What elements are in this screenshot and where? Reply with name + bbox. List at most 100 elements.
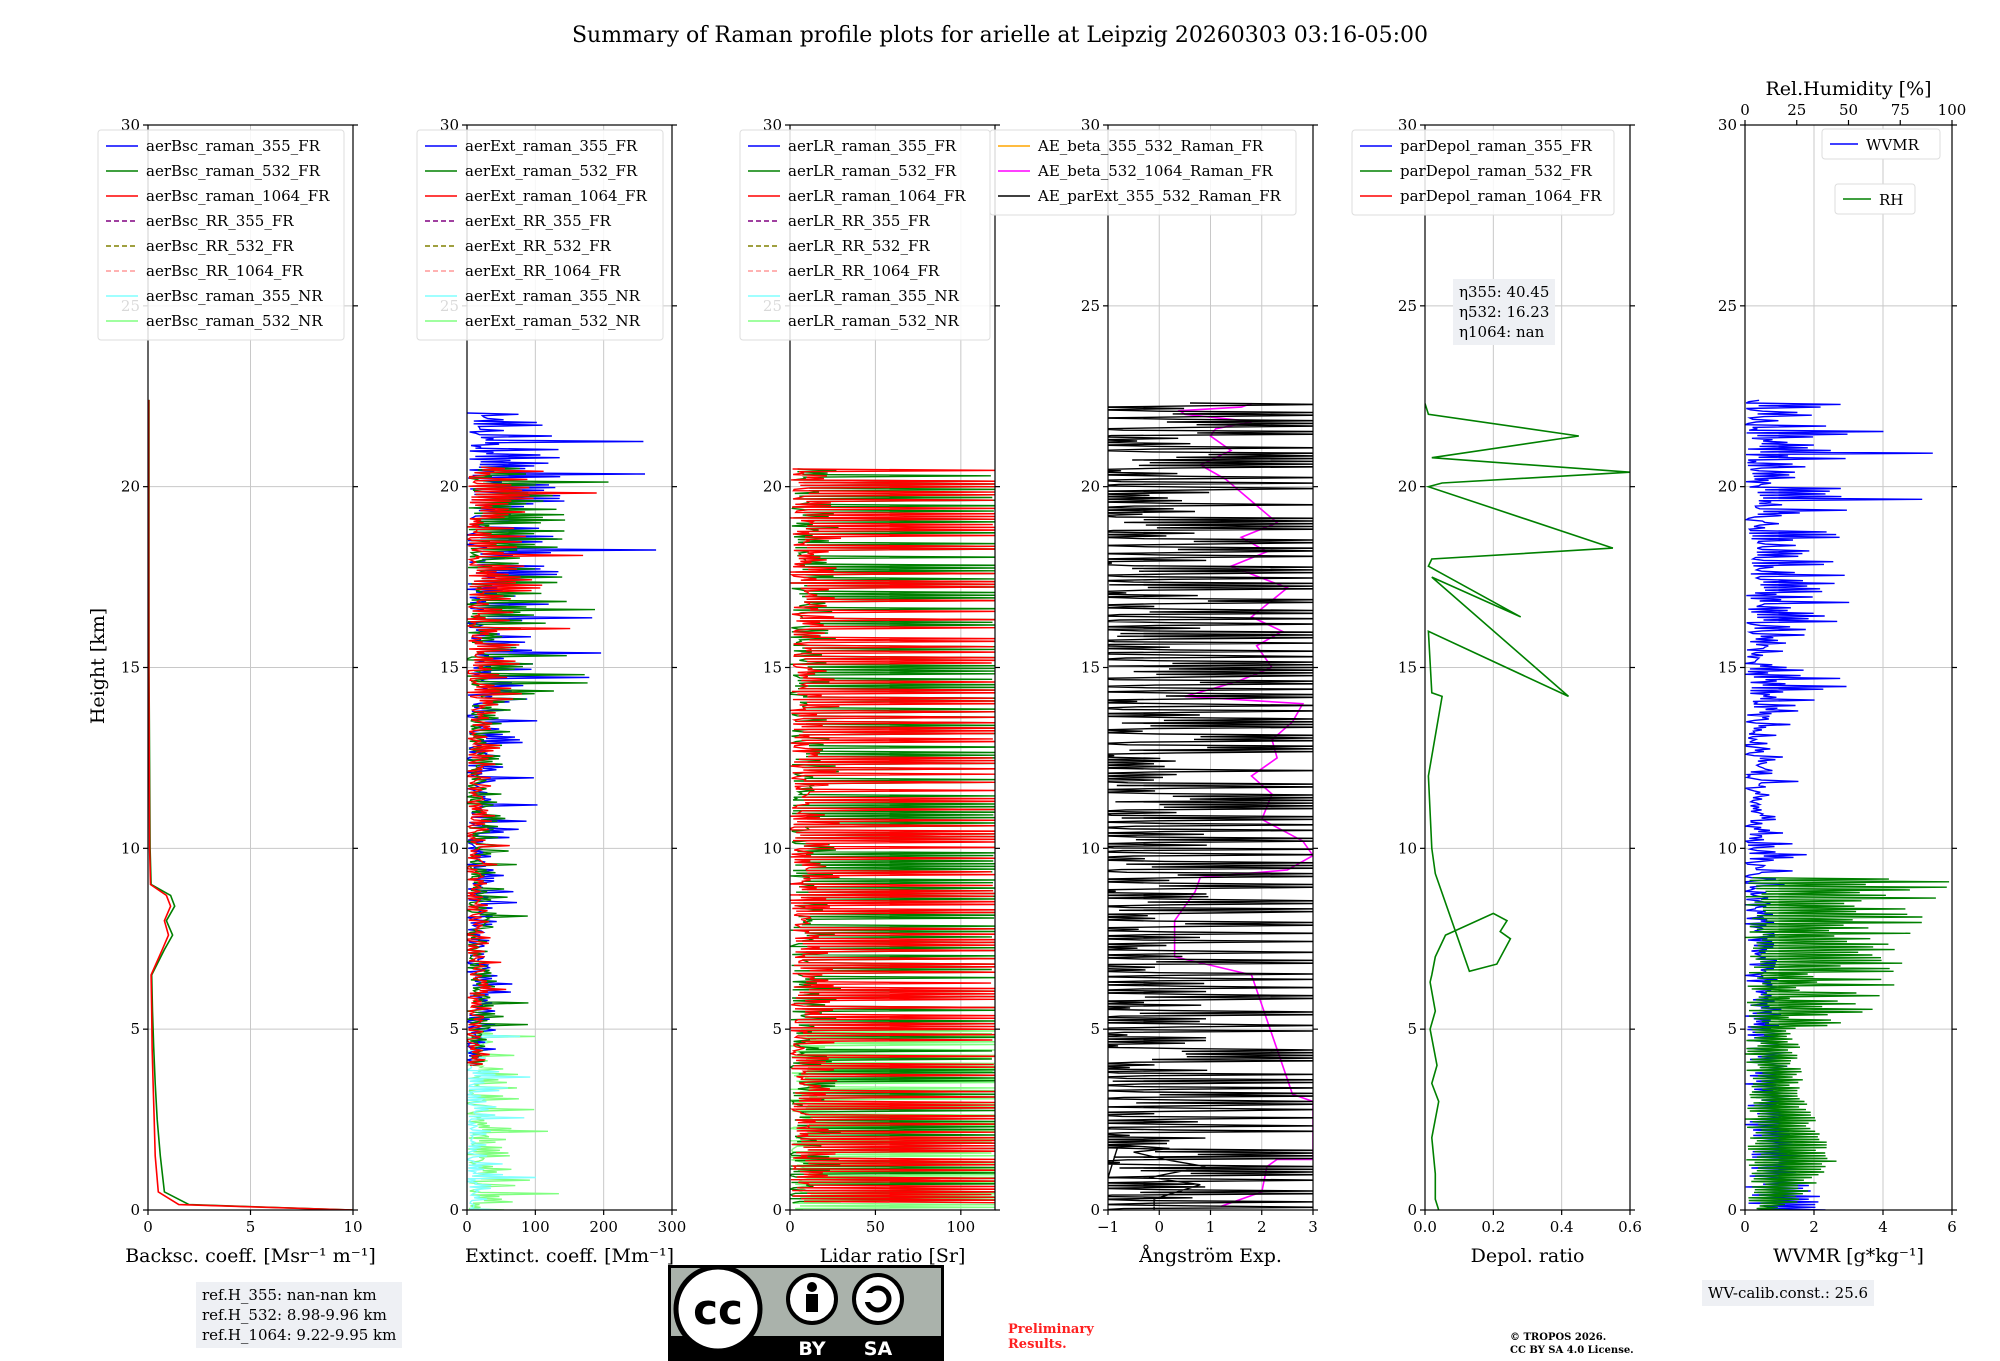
legend-label: aerExt_RR_532_FR <box>465 237 612 255</box>
eta-532: η532: 16.23 <box>1459 302 1549 322</box>
x-axis-label: Depol. ratio <box>1471 1245 1585 1267</box>
ref-height-355: ref.H_355: nan-nan km <box>202 1285 396 1305</box>
x-tick-label: 4 <box>1878 1218 1888 1236</box>
wv-calib-const: WV-calib.const.: 25.6 <box>1708 1283 1868 1303</box>
plot-area <box>790 469 1011 1210</box>
eta-1064: η1064: nan <box>1459 322 1549 342</box>
y-tick-label: 25 <box>1398 297 1417 315</box>
plot-area <box>1745 400 1949 1210</box>
legend: AE_beta_355_532_Raman_FR AE_beta_532_1064… <box>990 130 1296 215</box>
sa-icon <box>854 1275 902 1323</box>
legend: aerLR_raman_355_FR aerLR_raman_532_FR aerL… <box>740 130 990 340</box>
y-tick-label: 20 <box>1081 478 1100 496</box>
legend-label: WVMR <box>1866 136 1920 154</box>
legend-label: aerBsc_RR_1064_FR <box>146 262 304 280</box>
y-tick-label: 30 <box>1718 116 1737 134</box>
x-axis-label: Lidar ratio [Sr] <box>820 1245 966 1267</box>
x-tick-label: 0 <box>1154 1218 1164 1236</box>
y-tick-label: 20 <box>1398 478 1417 496</box>
x-tick-label: 300 <box>658 1218 687 1236</box>
y-tick-label: 15 <box>1398 659 1417 677</box>
legend-label: parDepol_raman_532_FR <box>1400 162 1593 180</box>
top-x-tick-label: 0 <box>1740 101 1750 119</box>
panel-lidar_ratio: 051015202530050100Lidar ratio [Sr]aerLR_… <box>740 116 1011 1267</box>
eta-355: η355: 40.45 <box>1459 282 1549 302</box>
plot-area <box>467 413 656 1210</box>
legend-label: aerExt_raman_532_FR <box>465 162 638 180</box>
legend-label: aerLR_RR_355_FR <box>788 212 930 230</box>
series-AE_parExt_355_532_Raman_FR <box>1098 403 1324 1210</box>
legend-label: aerLR_raman_1064_FR <box>788 187 966 205</box>
preliminary-note: Preliminary Results. <box>1008 1322 1094 1352</box>
y-tick-label: 5 <box>130 1020 140 1038</box>
x-tick-label: 0 <box>143 1218 153 1236</box>
y-tick-label: 15 <box>440 659 459 677</box>
legend-label: aerLR_raman_355_FR <box>788 137 957 155</box>
legend-label: parDepol_raman_1064_FR <box>1400 187 1602 205</box>
legend-WVMR: WVMR <box>1822 129 1940 159</box>
y-tick-label: 5 <box>449 1020 459 1038</box>
eta-box: η355: 40.45 η532: 16.23 η1064: nan <box>1453 279 1555 345</box>
legend-label: aerLR_raman_355_NR <box>788 287 959 305</box>
legend: aerExt_raman_355_FR aerExt_raman_532_FRae… <box>417 130 663 340</box>
y-tick-label: 20 <box>121 478 140 496</box>
x-tick-label: 100 <box>947 1218 976 1236</box>
copyright-note: © TROPOS 2026. CC BY SA 4.0 License. <box>1510 1331 1634 1357</box>
y-tick-label: 10 <box>440 839 459 857</box>
x-axis-label: Extinct. coeff. [Mm⁻¹] <box>465 1245 674 1267</box>
x-tick-label: 200 <box>589 1218 618 1236</box>
cc-text: cc <box>693 1285 743 1334</box>
legend-label: aerExt_raman_355_FR <box>465 137 638 155</box>
by-label: BY <box>798 1338 825 1360</box>
legend-label: aerExt_raman_1064_FR <box>465 187 647 205</box>
legend-label: aerLR_raman_532_NR <box>788 312 959 330</box>
top-x-tick-label: 25 <box>1787 101 1806 119</box>
x-axis-label: Backsc. coeff. [Msr⁻¹ m⁻¹] <box>125 1245 376 1267</box>
x-tick-label: 100 <box>521 1218 550 1236</box>
x-tick-label: 6 <box>1947 1218 1957 1236</box>
x-tick-label: 0.6 <box>1618 1218 1642 1236</box>
x-tick-label: 0.4 <box>1550 1218 1574 1236</box>
y-tick-label: 0 <box>449 1201 459 1219</box>
ref-heights-box: ref.H_355: nan-nan km ref.H_532: 8.98-9.… <box>196 1282 402 1348</box>
x-tick-label: −1 <box>1097 1218 1119 1236</box>
top-x-axis-label: Rel.Humidity [%] <box>1765 78 1931 100</box>
legend: parDepol_raman_355_FRparDepol_raman_532_… <box>1352 130 1614 215</box>
y-tick-label: 25 <box>1081 297 1100 315</box>
series-parDepol_raman_532_FR <box>1425 404 1630 1211</box>
y-tick-label: 0 <box>1090 1201 1100 1219</box>
x-axis-label: Ångström Exp. <box>1138 1245 1282 1267</box>
top-x-tick-label: 50 <box>1839 101 1858 119</box>
series-RH <box>1745 878 1949 1210</box>
legend-label: aerExt_RR_1064_FR <box>465 262 621 280</box>
top-x-tick-label: 100 <box>1938 101 1967 119</box>
x-tick-label: 1 <box>1206 1218 1216 1236</box>
top-x-tick-label: 75 <box>1891 101 1910 119</box>
legend-label: AE_parExt_355_532_Raman_FR <box>1037 187 1282 205</box>
legend-label: aerLR_raman_532_FR <box>788 162 957 180</box>
plot-area <box>1425 404 1630 1211</box>
y-tick-label: 15 <box>763 659 782 677</box>
sa-label: SA <box>864 1338 893 1360</box>
y-tick-label: 5 <box>1727 1020 1737 1038</box>
y-tick-label: 10 <box>1398 839 1417 857</box>
legend-label: aerExt_RR_355_FR <box>465 212 612 230</box>
figure-canvas: Summary of Raman profile plots for ariel… <box>0 0 2000 1360</box>
y-tick-label: 10 <box>1081 839 1100 857</box>
legend-label: aerBsc_raman_1064_FR <box>146 187 330 205</box>
x-tick-label: 2 <box>1257 1218 1267 1236</box>
x-tick-label: 2 <box>1809 1218 1819 1236</box>
legend-label: aerLR_RR_532_FR <box>788 237 930 255</box>
legend-label: aerBsc_RR_532_FR <box>146 237 294 255</box>
y-tick-label: 5 <box>1407 1020 1417 1038</box>
figure-title: Summary of Raman profile plots for ariel… <box>572 23 1428 48</box>
y-tick-label: 0 <box>772 1201 782 1219</box>
plot-area <box>1098 403 1324 1210</box>
x-tick-label: 50 <box>866 1218 885 1236</box>
ref-height-532: ref.H_532: 8.98-9.96 km <box>202 1305 396 1325</box>
legend-label: aerBsc_RR_355_FR <box>146 212 294 230</box>
y-tick-label: 5 <box>1090 1020 1100 1038</box>
x-tick-label: 0 <box>1740 1218 1750 1236</box>
y-tick-label: 25 <box>1718 297 1737 315</box>
ref-height-1064: ref.H_1064: 9.22-9.95 km <box>202 1325 396 1345</box>
